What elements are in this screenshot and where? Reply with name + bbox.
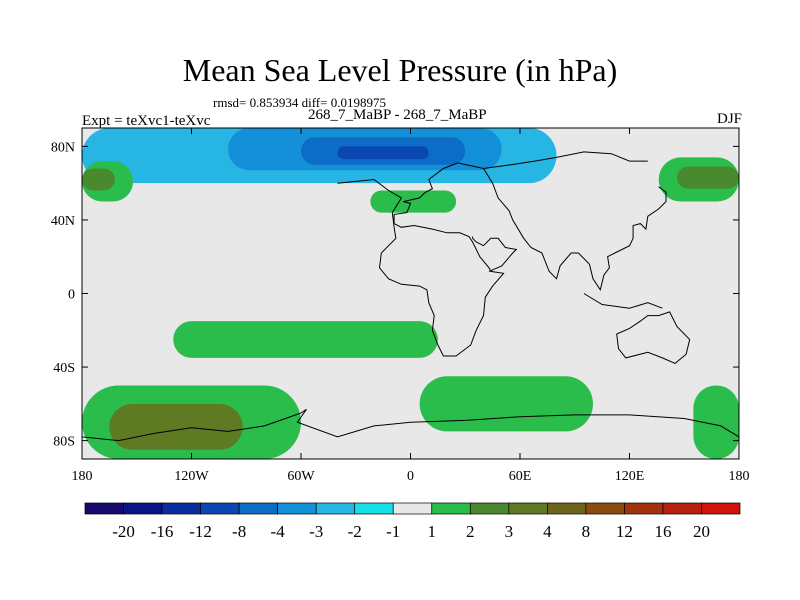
colorbar-label: -4 [271, 522, 286, 541]
coastline-4 [616, 311, 691, 364]
contour-region-4-13 [109, 403, 243, 450]
coastline-3 [583, 293, 663, 309]
colorbar-swatch [585, 502, 625, 515]
contour-region-3-12 [676, 166, 739, 189]
field-contours [82, 128, 739, 459]
colorbar-swatch [238, 502, 278, 515]
colorbar-swatch [354, 502, 394, 515]
contour-region--8-3 [337, 146, 429, 160]
chart-title: Mean Sea Level Pressure (in hPa) [182, 52, 618, 88]
coastline-2 [472, 236, 518, 272]
contour-region-2-6 [370, 190, 457, 213]
x-tick-label: 180 [72, 469, 93, 484]
experiment-label: Expt = teXvc1-teXvc [82, 113, 211, 129]
colorbar-label: -12 [189, 522, 212, 541]
colorbar-label: 4 [543, 522, 552, 541]
x-tick-label: 120W [174, 469, 209, 484]
x-tick-label: 180 [729, 469, 750, 484]
colorbar-swatch [315, 502, 356, 515]
y-tick-label: 40S [53, 361, 75, 376]
colorbar-swatch [508, 502, 548, 515]
x-tick-label: 120E [615, 469, 645, 484]
colorbar-swatch [431, 502, 471, 515]
coastline-5 [227, 408, 739, 438]
season-label: DJF [716, 111, 742, 127]
colorbar-swatch [123, 502, 163, 515]
x-tick-label: 0 [407, 469, 414, 484]
y-tick-label: 80S [53, 435, 75, 450]
coastline-0 [337, 151, 648, 357]
x-tick-label: 60E [509, 469, 532, 484]
y-tick-label: 40N [51, 214, 75, 229]
colorbar-swatch [161, 502, 201, 515]
coastline-1 [483, 168, 667, 292]
coastline-6 [82, 427, 229, 442]
colorbar-swatch [84, 502, 124, 515]
contour-region-2-9 [419, 376, 593, 432]
contour-region-3-11 [82, 168, 115, 191]
colorbar-swatch [701, 502, 741, 515]
stats-label: rmsd= 0.853934 diff= 0.0198975 [213, 95, 386, 110]
colorbar-swatch [469, 502, 510, 515]
colorbar-swatch [662, 502, 702, 515]
colorbar-swatch [624, 502, 664, 515]
colorbar-label: 1 [428, 522, 437, 541]
coastlines [82, 151, 739, 442]
colorbar-label: -16 [151, 522, 174, 541]
colorbar-swatch [392, 502, 433, 515]
colorbar-label: -3 [309, 522, 323, 541]
colorbar-label: -1 [386, 522, 400, 541]
colorbar: -20 -16 -12 -8 -4 -3 -2 -1 1 2 3 4 8 12 16 20 [84, 502, 741, 541]
colorbar-label: 20 [693, 522, 710, 541]
colorbar-label: 8 [582, 522, 591, 541]
colorbar-label: 3 [505, 522, 514, 541]
contour-region-2-7 [173, 321, 438, 358]
colorbar-label: -8 [232, 522, 246, 541]
axes: 180 120W 60W 0 60E 120E 180 80N 40N 0 40S 80S [51, 128, 750, 484]
x-tick-label: 60W [287, 469, 315, 484]
y-tick-label: 80N [51, 140, 75, 155]
colorbar-label: 16 [654, 522, 671, 541]
colorbar-swatch [277, 502, 317, 515]
colorbar-label: 12 [616, 522, 633, 541]
contour-region-2-10 [693, 385, 739, 459]
colorbar-swatch [547, 502, 587, 515]
colorbar-label: -20 [112, 522, 135, 541]
colorbar-swatch [200, 502, 240, 515]
y-tick-label: 0 [68, 288, 75, 303]
colorbar-label: -2 [348, 522, 362, 541]
colorbar-label: 2 [466, 522, 475, 541]
case-label: 268_7_MaBP - 268_7_MaBP [308, 107, 487, 123]
